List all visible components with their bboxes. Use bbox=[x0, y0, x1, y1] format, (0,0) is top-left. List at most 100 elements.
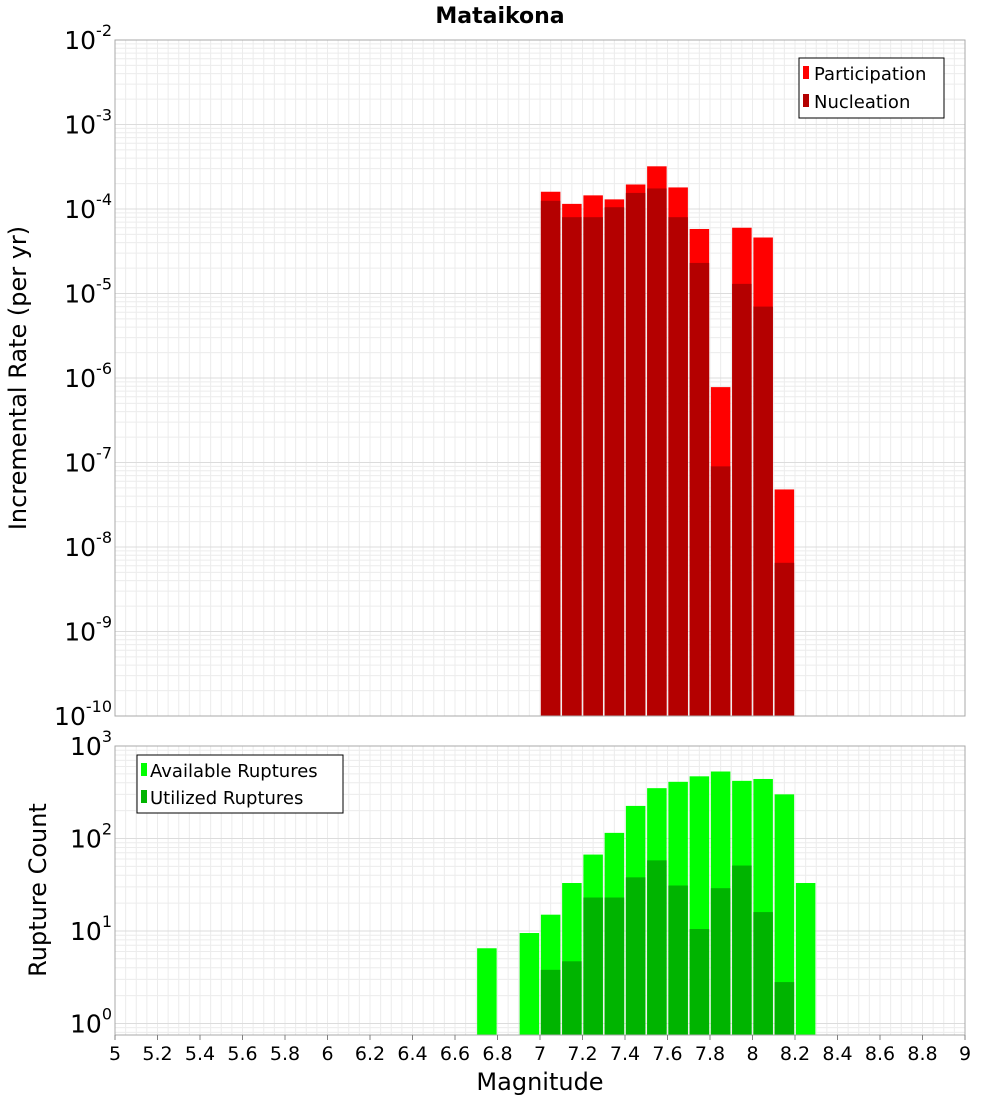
y-tick-label: 103 bbox=[70, 727, 112, 761]
y-tick-exponent: -6 bbox=[96, 359, 112, 378]
bar-available-ruptures bbox=[519, 933, 540, 1035]
y-tick-exponent: 3 bbox=[102, 727, 112, 746]
y-tick-base: 10 bbox=[64, 26, 96, 55]
x-tick-labels: 5 5.2 5.4 5.6 5.8 6 6.2 6.4 6.6 6.8 7 7.2 7.4 7.6 7.8 8… bbox=[109, 1035, 971, 1065]
y-tick-base: 10 bbox=[64, 195, 96, 224]
bar-nucleation bbox=[668, 217, 688, 716]
y-tick-base: 10 bbox=[54, 702, 86, 731]
x-tick-label: 7.4 bbox=[610, 1043, 640, 1065]
bar-nucleation bbox=[647, 188, 667, 716]
y-tick-exponent: 0 bbox=[102, 1004, 112, 1023]
top-plot-frame bbox=[114, 39, 966, 717]
y-tick-exponent: -3 bbox=[96, 106, 112, 125]
x-tick-label: 7 bbox=[534, 1043, 546, 1065]
top-legend: Participation Nucleation bbox=[798, 57, 945, 119]
bar-utilized-ruptures bbox=[583, 897, 603, 1035]
bar-nucleation bbox=[583, 217, 603, 716]
x-tick-label: 6.2 bbox=[355, 1043, 385, 1065]
y-tick-base: 10 bbox=[70, 917, 102, 946]
bar-utilized-ruptures bbox=[753, 912, 773, 1035]
bar-nucleation bbox=[562, 217, 582, 716]
legend-swatch-nucleation bbox=[803, 94, 809, 107]
x-tick-label: 6 bbox=[321, 1043, 333, 1065]
top-grid bbox=[114, 40, 966, 717]
legend-label-participation: Participation bbox=[814, 64, 926, 85]
y-tick-label: 10-3 bbox=[64, 106, 112, 140]
y-tick-label: 10-8 bbox=[64, 528, 112, 562]
bottom-grid bbox=[114, 746, 966, 1035]
legend-label-nucleation: Nucleation bbox=[814, 92, 910, 113]
bar-nucleation bbox=[689, 262, 710, 716]
bar-utilized-ruptures bbox=[732, 865, 752, 1035]
x-axis-title: Magnitude bbox=[476, 1068, 603, 1096]
y-tick-base: 10 bbox=[64, 618, 96, 647]
y-tick-label: 101 bbox=[70, 912, 112, 946]
y-tick-base: 10 bbox=[64, 280, 96, 309]
y-tick-base: 10 bbox=[70, 824, 102, 853]
bar-utilized-ruptures bbox=[604, 897, 625, 1035]
y-tick-label: 10-6 bbox=[64, 359, 112, 393]
legend-label-utilized: Utilized Ruptures bbox=[150, 788, 303, 809]
y-tick-base: 10 bbox=[70, 732, 102, 761]
bar-utilized-ruptures bbox=[774, 982, 795, 1035]
x-tick-label: 5.4 bbox=[185, 1043, 215, 1065]
top-y-axis-title: Incremental Rate (per yr) bbox=[4, 226, 32, 530]
y-tick-base: 10 bbox=[64, 449, 96, 478]
x-tick-label: 7.2 bbox=[567, 1043, 597, 1065]
y-tick-exponent: 2 bbox=[102, 819, 112, 838]
y-tick-label: 10-10 bbox=[54, 697, 112, 731]
bottom-legend: Available Ruptures Utilized Ruptures bbox=[136, 754, 344, 814]
bar-utilized-ruptures bbox=[625, 877, 646, 1035]
y-tick-exponent: -9 bbox=[96, 613, 112, 632]
legend-swatch-utilized bbox=[141, 790, 147, 803]
legend-swatch-available bbox=[141, 763, 147, 776]
bar-nucleation bbox=[753, 306, 773, 716]
y-tick-label: 102 bbox=[70, 819, 112, 853]
bar-available-ruptures bbox=[477, 948, 497, 1035]
y-tick-exponent: -5 bbox=[96, 275, 112, 294]
top-bars bbox=[540, 166, 795, 717]
bar-utilized-ruptures bbox=[647, 860, 667, 1035]
bar-nucleation bbox=[732, 283, 752, 716]
bar-available-ruptures bbox=[774, 794, 795, 1035]
y-tick-label: 10-7 bbox=[64, 444, 112, 478]
y-tick-exponent: -8 bbox=[96, 528, 112, 547]
x-tick-label: 5.8 bbox=[270, 1043, 300, 1065]
x-tick-label: 7.8 bbox=[695, 1043, 725, 1065]
y-tick-base: 10 bbox=[64, 364, 96, 393]
top-legend-box bbox=[798, 57, 945, 119]
x-tick-label: 6.4 bbox=[397, 1043, 427, 1065]
x-tick-label: 8.6 bbox=[865, 1043, 895, 1065]
bar-utilized-ruptures bbox=[540, 969, 561, 1035]
y-tick-label: 10-4 bbox=[64, 190, 112, 224]
y-tick-base: 10 bbox=[70, 1009, 102, 1038]
y-tick-label: 10-5 bbox=[64, 275, 112, 309]
y-tick-exponent: 1 bbox=[102, 912, 112, 931]
bar-utilized-ruptures bbox=[668, 885, 688, 1035]
x-tick-label: 5.2 bbox=[142, 1043, 172, 1065]
legend-swatch-participation bbox=[803, 66, 809, 79]
y-tick-base: 10 bbox=[64, 111, 96, 140]
x-tick-label: 8.2 bbox=[780, 1043, 810, 1065]
x-tick-label: 8 bbox=[746, 1043, 758, 1065]
y-tick-exponent: -4 bbox=[96, 190, 112, 209]
bar-nucleation bbox=[710, 466, 731, 716]
x-tick-label: 5.6 bbox=[227, 1043, 257, 1065]
y-tick-label: 10-9 bbox=[64, 613, 112, 647]
x-tick-label: 8.8 bbox=[907, 1043, 937, 1065]
bottom-legend-box bbox=[136, 754, 344, 814]
x-tick-label: 6.8 bbox=[482, 1043, 512, 1065]
bottom-bars bbox=[477, 771, 816, 1035]
chart-title: Mataikona bbox=[435, 4, 564, 29]
x-tick-label: 7.6 bbox=[652, 1043, 682, 1065]
x-tick-label: 9 bbox=[959, 1043, 971, 1065]
bar-nucleation bbox=[540, 200, 561, 716]
x-tick-label: 6.6 bbox=[440, 1043, 470, 1065]
y-tick-exponent: -2 bbox=[96, 21, 112, 40]
bar-utilized-ruptures bbox=[689, 929, 710, 1035]
legend-label-available: Available Ruptures bbox=[150, 761, 318, 782]
